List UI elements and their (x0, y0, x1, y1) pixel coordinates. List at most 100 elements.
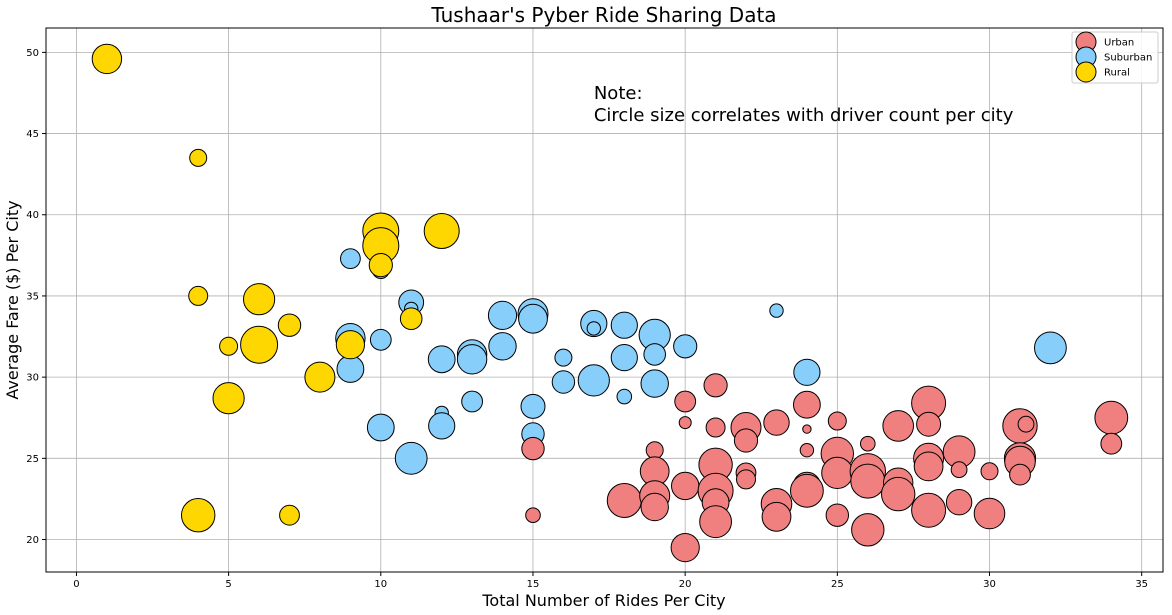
rural-bubble (277, 313, 302, 337)
suburban-bubble (769, 303, 784, 318)
suburban-bubble (577, 364, 610, 397)
urban-bubble (521, 436, 545, 461)
urban-bubble (802, 424, 812, 434)
urban-bubble (827, 411, 847, 431)
legend-label-urban: Urban (1104, 38, 1134, 49)
legend-label-suburban: Suburban (1104, 53, 1152, 64)
legend: Urban Suburban Rural (1071, 31, 1159, 84)
suburban-bubble (488, 332, 517, 361)
urban-bubble (881, 476, 916, 512)
urban-bubble (699, 505, 732, 539)
y-tick-label: 50 (26, 48, 39, 59)
urban-bubble (670, 533, 700, 563)
rural-bubble (181, 498, 216, 533)
suburban-bubble (336, 355, 365, 383)
suburban-bubble (518, 303, 548, 334)
urban-bubble (733, 428, 759, 453)
urban-bubble (882, 410, 915, 442)
urban-bubble (671, 471, 700, 501)
note-line-2: Circle size correlates with driver count… (594, 105, 1014, 126)
axis-ticks: 0 5 10 15 20 25 30 35 20 25 30 35 40 45 50 (26, 48, 1148, 590)
rural-bubble (219, 336, 239, 356)
x-tick-label: 30 (983, 579, 996, 590)
y-tick-label: 20 (26, 535, 39, 546)
urban-bubble (761, 501, 792, 532)
urban-bubble (705, 417, 726, 438)
y-tick-label: 25 (26, 454, 39, 465)
suburban-bubble (586, 321, 601, 336)
suburban-bubble (366, 413, 395, 442)
urban-bubble (1009, 463, 1031, 486)
urban-bubble (674, 390, 697, 413)
x-tick-label: 25 (831, 579, 844, 590)
urban-bubble (790, 473, 824, 508)
urban-bubble (860, 435, 876, 452)
chart-title: Tushaar's Pyber Ride Sharing Data (430, 3, 776, 27)
rural-bubble (240, 325, 279, 364)
urban-bubble (763, 409, 790, 436)
x-tick-label: 15 (527, 579, 540, 590)
x-tick-label: 20 (679, 579, 692, 590)
urban-bubble (1017, 415, 1035, 433)
note-line-1: Note: (594, 83, 643, 104)
urban-bubble (821, 456, 854, 489)
x-tick-label: 10 (374, 579, 387, 590)
rural-bubble (243, 283, 276, 316)
urban-bubble (950, 461, 968, 479)
rural-bubble (91, 43, 123, 75)
suburban-bubble (554, 348, 573, 367)
suburban-bubble (1034, 331, 1067, 365)
y-tick-label: 35 (26, 291, 39, 302)
urban-bubble (736, 469, 756, 490)
suburban-bubble (394, 441, 428, 475)
suburban-bubble (428, 412, 456, 440)
urban-bubble (525, 507, 541, 524)
rural-bubble (335, 330, 365, 360)
urban-bubble (973, 497, 1006, 530)
suburban-bubble (616, 388, 633, 405)
y-axis-title: Average Fare ($) Per City (3, 200, 22, 399)
urban-bubble (911, 492, 947, 528)
urban-bubble (825, 503, 849, 527)
rural-bubble (212, 382, 245, 415)
rural-bubble (189, 148, 208, 167)
suburban-bubble (487, 300, 518, 330)
suburban-bubble (520, 393, 546, 419)
rural-bubble (304, 361, 336, 393)
suburban-bubble (551, 370, 576, 394)
urban-bubble (1094, 400, 1129, 435)
rural-bubble (279, 504, 300, 526)
urban-bubble (645, 441, 664, 460)
suburban-bubble (427, 345, 456, 374)
suburban-bubble (643, 343, 667, 366)
urban-bubble (606, 483, 642, 518)
urban-bubble (850, 463, 886, 499)
urban-bubble (913, 451, 944, 482)
y-tick-label: 40 (26, 210, 39, 221)
x-tick-label: 0 (73, 579, 79, 590)
urban-bubble (799, 443, 815, 458)
urban-bubble (678, 416, 692, 430)
x-tick-label: 5 (225, 579, 231, 590)
grid-lines (46, 28, 1163, 572)
urban-bubble (793, 390, 821, 419)
y-tick-label: 45 (26, 129, 39, 140)
suburban-bubble (640, 369, 669, 398)
urban-bubble (980, 462, 999, 481)
bubbles (91, 43, 1129, 563)
suburban-bubble (793, 358, 821, 386)
urban-bubble (640, 492, 669, 522)
urban-bubble (945, 489, 973, 516)
urban-bubble (1100, 432, 1123, 455)
x-tick-label: 35 (1135, 579, 1148, 590)
rural-bubble (423, 213, 460, 249)
urban-bubble (851, 513, 885, 547)
urban-bubble (916, 411, 942, 437)
suburban-bubble (340, 248, 361, 270)
suburban-bubble (456, 344, 488, 375)
rural-bubble (368, 253, 393, 278)
y-tick-label: 30 (26, 373, 39, 384)
suburban-bubble (369, 328, 392, 351)
suburban-bubble (673, 334, 698, 359)
x-axis-title: Total Number of Rides Per City (481, 591, 725, 610)
